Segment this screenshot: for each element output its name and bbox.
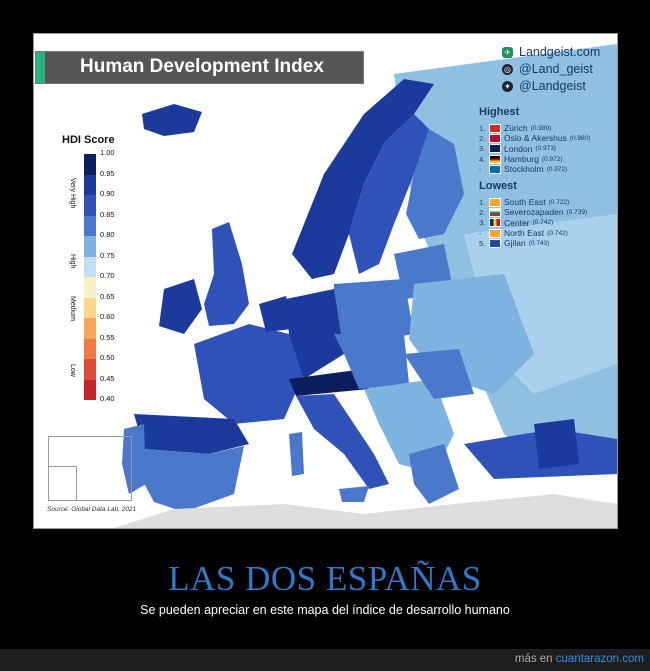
social-website-text: Landgeist.com xyxy=(519,45,601,59)
legend-tick: 0.55 xyxy=(100,332,115,342)
inset-divider xyxy=(76,466,77,500)
highest-ranking: Highest 1. Zürich (0.989) 2. Oslo & Akershu… xyxy=(479,106,590,174)
switzerland-austria xyxy=(289,369,369,396)
legend-tick: 0.70 xyxy=(100,271,115,280)
romania xyxy=(404,349,474,399)
highest-item: 3. London (0.973) xyxy=(479,143,556,154)
flag-icon xyxy=(489,154,501,164)
flag-icon xyxy=(489,238,501,248)
norway xyxy=(292,79,434,279)
post-title: LAS DOS ESPAÑAS xyxy=(168,559,482,598)
lowest-item: - North East (0.742) xyxy=(479,228,568,239)
map-title: Human Development Index xyxy=(80,56,324,77)
legend-group-label: Very High xyxy=(69,178,76,209)
social-twitter[interactable]: ✦ @Landgeist xyxy=(502,78,600,94)
legend-tick: 0.40 xyxy=(100,394,115,403)
social-twitter-text: @Landgeist xyxy=(519,79,586,93)
europe-map xyxy=(34,34,617,528)
sardinia-corsica xyxy=(289,432,304,476)
legend-group-label: Low xyxy=(69,364,76,377)
lowest-ranking: Lowest 1. South East (0.722) 2. Severozapad… xyxy=(479,180,587,248)
site-footer: más en cuantarazon.com xyxy=(0,649,650,671)
lowest-item: 2. Severozapaden (0.739) xyxy=(479,207,588,218)
flag-icon xyxy=(489,228,501,238)
north-africa xyxy=(114,494,617,528)
czech-hungary xyxy=(334,334,409,389)
map-title-bar: Human Development Index xyxy=(36,52,363,83)
inset-divider xyxy=(49,466,76,467)
germany xyxy=(286,289,344,379)
hdi-legend: HDI Score 1.00 0.95 0.90 0.85 0.80 0.75 … xyxy=(62,134,115,403)
highest-item: - Stockholm (0.972) xyxy=(479,164,568,175)
highest-item: 1. Zürich (0.989) xyxy=(479,123,552,134)
hdi-map-image: Human Development Index ✈ Landgeist.com … xyxy=(33,33,618,529)
legend-title: HDI Score xyxy=(62,134,115,146)
spain-south xyxy=(139,446,244,512)
portugal xyxy=(122,424,146,494)
flag-icon xyxy=(489,197,501,207)
footer-prefix: más en xyxy=(514,653,553,665)
footer-link[interactable]: cuantarazon.com xyxy=(555,653,644,665)
twitter-icon: ✦ xyxy=(502,80,513,92)
lowest-item: 3. Center (0.742) xyxy=(479,217,554,228)
social-links: ✈ Landgeist.com ◎ @Land_geist ✦ @Landgei… xyxy=(502,44,600,95)
highest-item: 4. Hamburg (0.972) xyxy=(479,154,563,165)
legend-tick: 0.85 xyxy=(100,209,115,219)
social-website[interactable]: ✈ Landgeist.com xyxy=(502,44,600,60)
flag-icon xyxy=(489,164,501,174)
instagram-icon: ◎ xyxy=(502,63,513,75)
highest-item: 2. Oslo & Akershus (0.980) xyxy=(479,133,591,144)
legend-tick: 0.50 xyxy=(100,353,115,362)
italy xyxy=(296,394,389,489)
lowest-heading: Lowest xyxy=(479,180,517,192)
lowest-item: 1. South East (0.722) xyxy=(479,197,570,208)
legend-tick: 0.80 xyxy=(100,230,115,239)
ireland xyxy=(159,279,202,334)
map-source: Source: Global Data Lab, 2021 xyxy=(47,506,137,513)
flag-icon xyxy=(489,207,501,217)
legend-tick: 0.95 xyxy=(100,168,115,178)
greece xyxy=(409,444,459,504)
flag-icon xyxy=(489,218,501,228)
social-instagram[interactable]: ◎ @Land_geist xyxy=(502,61,600,77)
legend-color-bar xyxy=(84,154,96,400)
globe-icon: ✈ xyxy=(502,46,513,58)
sweden xyxy=(349,114,429,274)
footer-text: más en cuantarazon.com xyxy=(515,653,644,665)
france xyxy=(194,324,304,424)
sicily xyxy=(339,486,369,502)
finland xyxy=(406,129,464,239)
social-instagram-text: @Land_geist xyxy=(519,62,593,76)
legend-group-label: Medium xyxy=(69,296,76,321)
iceland xyxy=(142,104,202,136)
post-subtitle: Se pueden apreciar en este mapa del índi… xyxy=(140,603,510,617)
turkey-east xyxy=(534,419,579,469)
title-accent xyxy=(36,52,45,83)
lowest-item: 5. Gjilan (0.743) xyxy=(479,238,550,249)
legend-tick: 0.65 xyxy=(100,291,115,301)
legend-group-label: High xyxy=(69,254,76,269)
flag-icon xyxy=(489,144,501,154)
flag-icon xyxy=(489,123,501,133)
highest-heading: Highest xyxy=(479,106,520,118)
flag-icon xyxy=(489,133,501,143)
legend-tick: 0.60 xyxy=(100,312,115,321)
great-britain xyxy=(204,222,249,326)
legend-tick: 0.90 xyxy=(100,189,115,198)
legend-tick: 1.00 xyxy=(100,148,115,157)
benelux xyxy=(259,296,292,332)
legend-tick: 0.75 xyxy=(100,250,115,260)
canary-islands-inset xyxy=(48,436,132,501)
legend-tick: 0.45 xyxy=(100,373,115,383)
spain-north xyxy=(134,414,249,454)
poland xyxy=(334,279,414,344)
legend-ticks: 1.00 0.95 0.90 0.85 0.80 0.75 0.70 0.65 … xyxy=(100,148,115,415)
